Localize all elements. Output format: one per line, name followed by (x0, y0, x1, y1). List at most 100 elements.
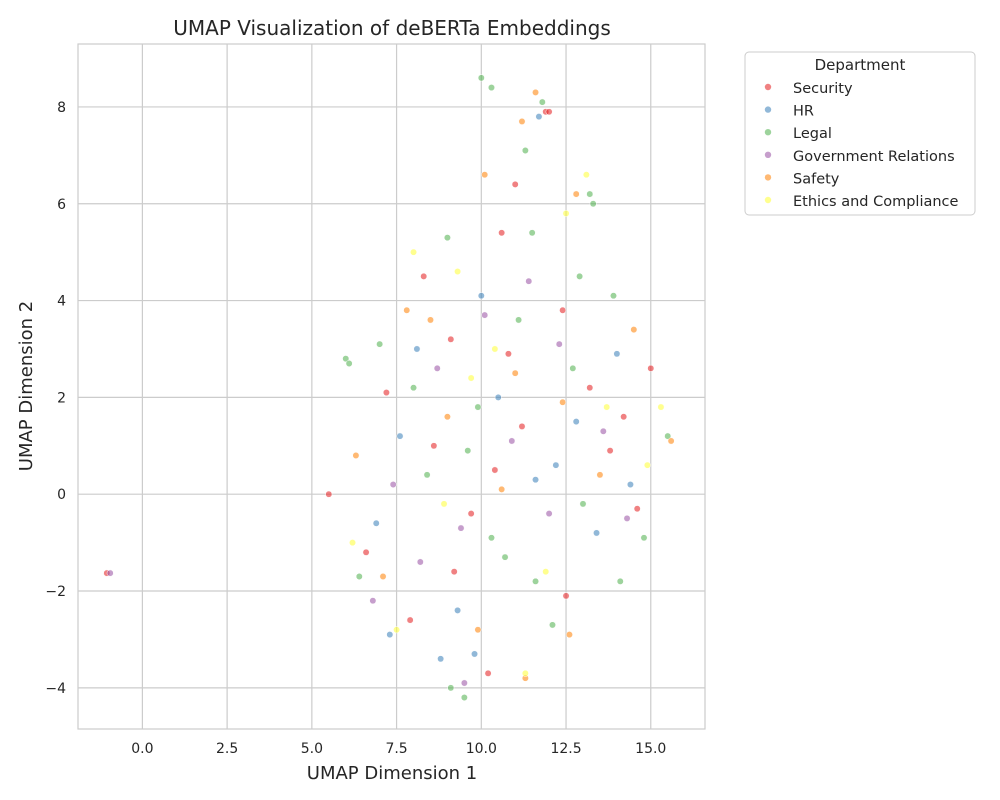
data-point (403, 306, 411, 314)
legend-marker (764, 174, 772, 181)
data-point (477, 292, 485, 300)
chart-title: UMAP Visualization of deBERTa Embeddings (173, 16, 611, 40)
legend-label: HR (793, 104, 814, 120)
data-point (498, 485, 506, 493)
data-point (477, 74, 485, 82)
data-point (599, 427, 607, 435)
y-tick-label: 4 (57, 294, 66, 310)
data-point (532, 476, 539, 484)
data-point (362, 548, 370, 556)
legend-label: Safety (793, 171, 840, 187)
data-point (511, 369, 519, 377)
data-point (416, 558, 424, 566)
data-point (467, 374, 475, 382)
data-point (491, 345, 499, 353)
data-point (410, 384, 417, 392)
x-tick-label: 10.0 (466, 741, 497, 757)
data-point (372, 519, 380, 527)
x-tick-label: 7.5 (385, 741, 407, 757)
data-point (559, 398, 567, 406)
data-point (443, 234, 451, 242)
data-point (518, 422, 526, 430)
data-point (586, 384, 594, 392)
data-point (504, 350, 512, 358)
data-point (460, 679, 468, 687)
data-point (420, 272, 428, 280)
x-axis-label: UMAP Dimension 1 (307, 763, 477, 784)
data-point (582, 171, 590, 179)
data-point (457, 524, 465, 532)
data-point (508, 437, 516, 445)
data-point (389, 481, 397, 488)
data-point (376, 340, 384, 348)
y-tick-label: −2 (45, 584, 66, 600)
data-point (521, 669, 529, 677)
legend-label: Ethics and Compliance (793, 194, 959, 210)
data-point (562, 209, 570, 217)
legend-title: Department (815, 56, 906, 74)
data-point (657, 403, 665, 411)
data-point (481, 171, 489, 179)
data-point (576, 272, 584, 280)
legend-marker (764, 151, 772, 158)
data-point (491, 466, 499, 474)
data-point (532, 577, 539, 585)
data-point (382, 389, 390, 397)
data-point (423, 471, 431, 479)
series-hr (372, 113, 634, 663)
data-point (589, 200, 597, 208)
data-point (518, 118, 526, 125)
legend-label: Government Relations (793, 149, 955, 165)
legend: Department Security HR Legal Government Rel… (744, 51, 976, 216)
data-point (626, 481, 634, 488)
data-point (379, 573, 387, 580)
data-point (643, 461, 651, 469)
data-point (413, 345, 421, 353)
data-point (664, 432, 672, 440)
data-point (613, 350, 621, 358)
x-tick-label: 15.0 (635, 741, 666, 757)
data-point (355, 573, 363, 580)
y-tick-label: 2 (57, 390, 66, 406)
data-point (349, 539, 356, 547)
data-point (369, 597, 377, 605)
legend-entries: Security HR Legal Government Relations Safet… (764, 81, 959, 210)
data-point (623, 514, 631, 522)
data-point (616, 577, 624, 585)
data-point (549, 621, 556, 629)
plot-frame (77, 43, 706, 730)
data-point (596, 471, 604, 479)
data-point (511, 180, 519, 188)
data-point (440, 500, 448, 508)
data-point (430, 442, 438, 450)
data-point (410, 248, 417, 256)
y-tick-label: −4 (45, 681, 66, 697)
data-point (559, 306, 567, 314)
data-point (593, 529, 600, 537)
x-tick-label: 5.0 (301, 741, 323, 757)
data-point (352, 452, 360, 459)
x-tick-label: 2.5 (216, 741, 238, 757)
y-axis-label: UMAP Dimension 2 (16, 301, 37, 471)
data-point (545, 510, 553, 518)
data-point (532, 88, 539, 96)
data-point (437, 655, 445, 663)
tick-labels: 0.0 2.5 5.0 7.5 10.0 12.5 15.0 −4 −2 0 2 4 6 8 (45, 100, 666, 757)
data-point (525, 277, 533, 285)
legend-marker (764, 129, 772, 136)
series-safety (352, 88, 675, 682)
data-point (569, 364, 577, 372)
data-point (342, 355, 350, 363)
data-point (454, 268, 462, 275)
series-legal (342, 74, 672, 701)
data-point (481, 311, 489, 319)
legend-box (744, 51, 976, 216)
legend-label: Legal (793, 126, 832, 142)
data-point (484, 669, 492, 677)
data-point (474, 626, 482, 634)
legend-label: Security (793, 81, 853, 97)
data-point (572, 418, 580, 426)
scatter-points (103, 74, 675, 701)
legend-marker (764, 83, 772, 91)
